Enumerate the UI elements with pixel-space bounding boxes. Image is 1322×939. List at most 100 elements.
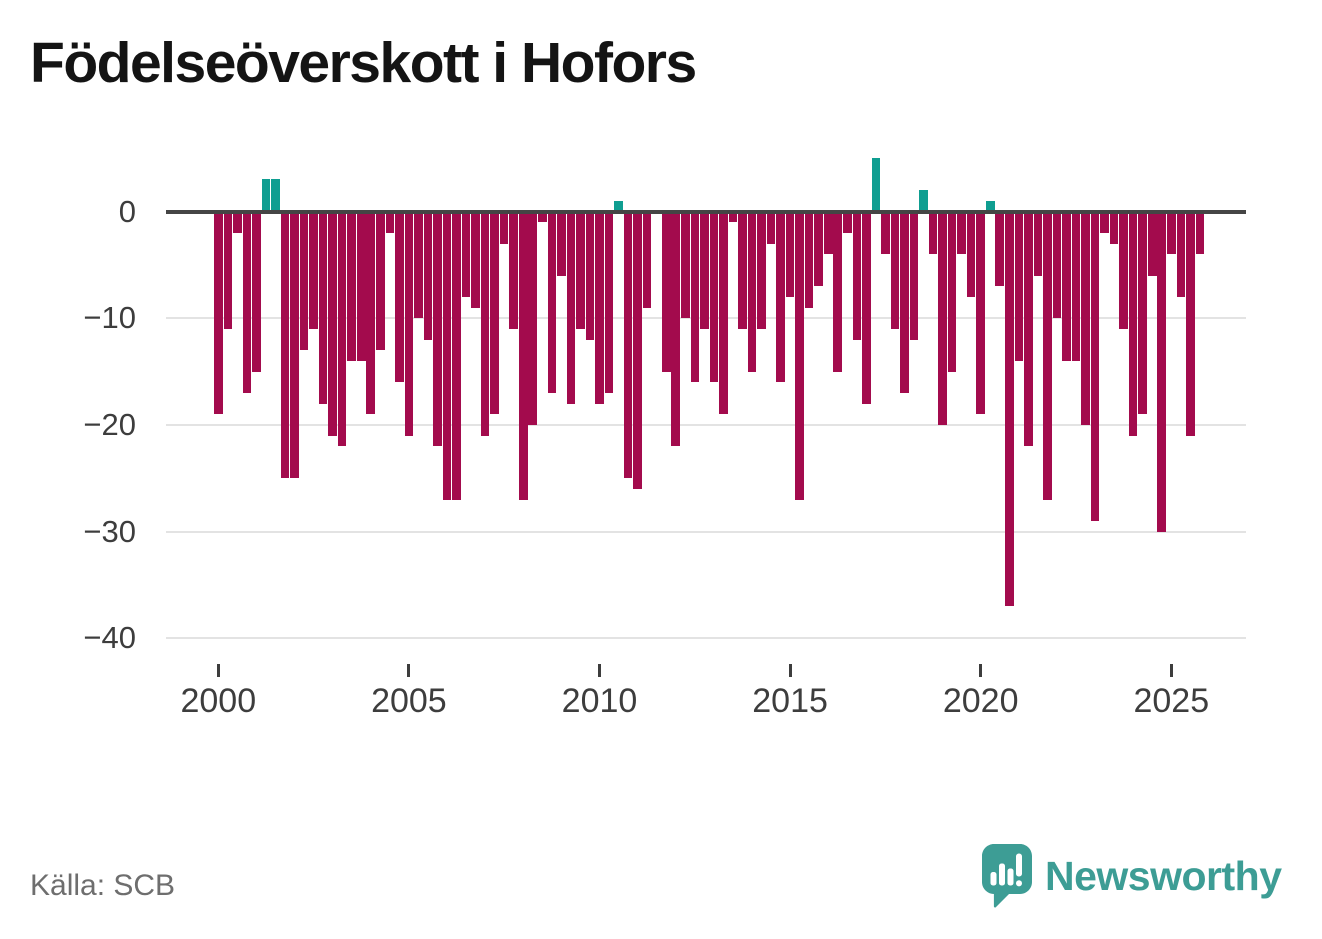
bar (1071, 211, 1081, 361)
bar (1138, 211, 1147, 415)
bar (957, 211, 966, 255)
bar (252, 211, 261, 372)
bar (785, 211, 795, 297)
bar (318, 211, 328, 404)
x-axis-tick (216, 664, 220, 677)
bar (995, 211, 1005, 287)
bar (680, 211, 690, 319)
bar (766, 211, 776, 244)
bar (223, 211, 233, 329)
bar (1081, 211, 1090, 425)
bar (290, 211, 299, 479)
y-axis-label: −40 (83, 620, 136, 656)
bar (719, 211, 728, 415)
bar (700, 211, 709, 329)
source-note: Källa: SCB (30, 869, 176, 902)
bar (738, 211, 747, 329)
bar (566, 211, 576, 404)
bar (747, 211, 757, 372)
bar (1090, 211, 1100, 521)
x-axis-tick (788, 664, 792, 677)
chart-title: Födelseöverskott i Hofors (30, 31, 697, 95)
bar (1062, 211, 1071, 361)
bar (928, 211, 938, 255)
bar (890, 211, 900, 329)
bar (823, 211, 833, 255)
bar (709, 211, 719, 383)
bar (1024, 211, 1033, 447)
gridline (166, 637, 1246, 640)
bar (1014, 211, 1024, 361)
bar (356, 211, 366, 361)
x-axis-tick (979, 664, 983, 677)
bar (833, 211, 843, 372)
bar (452, 211, 461, 500)
y-axis-label: −30 (83, 513, 136, 549)
bar (1186, 211, 1195, 436)
bar (557, 211, 566, 276)
bar (490, 211, 499, 415)
bar (1195, 211, 1205, 255)
bar (1167, 211, 1176, 255)
bar (471, 211, 480, 308)
bar (985, 200, 995, 212)
bar (919, 190, 928, 212)
bar (881, 211, 890, 255)
bar (347, 211, 356, 361)
bar (633, 211, 642, 489)
bar (976, 211, 985, 415)
bar (433, 211, 442, 447)
bar (214, 211, 223, 415)
bar (376, 211, 385, 351)
bar (261, 179, 271, 212)
bar (1157, 211, 1167, 532)
x-axis-label: 2005 (371, 682, 447, 720)
newsworthy-wordmark: Newsworthy (1045, 853, 1282, 899)
bar (1176, 211, 1186, 297)
bar (776, 211, 785, 383)
bar (1052, 211, 1062, 319)
bar (1033, 211, 1043, 276)
bar (690, 211, 700, 383)
bar (404, 211, 414, 436)
bar (871, 158, 881, 212)
bar (900, 211, 909, 393)
gridline (166, 530, 1246, 533)
x-axis-label: 2010 (561, 682, 638, 720)
bar (423, 211, 433, 340)
newsworthy-logo-icon (982, 844, 1032, 908)
bar (461, 211, 471, 297)
x-axis-tick (598, 664, 601, 677)
bar (1128, 211, 1138, 436)
bar (585, 211, 595, 340)
bar (1119, 211, 1128, 329)
bar (595, 211, 604, 404)
bar (233, 211, 242, 233)
x-axis-tick (1169, 664, 1173, 677)
bar (671, 211, 681, 447)
bar (299, 211, 309, 351)
x-axis-label: 2025 (1133, 682, 1210, 720)
bar (509, 211, 519, 329)
y-axis-label: 0 (118, 193, 136, 229)
bar (385, 211, 395, 233)
x-axis-label: 2000 (180, 682, 257, 720)
bar (1004, 211, 1014, 607)
bar (395, 211, 404, 383)
bar (728, 211, 738, 223)
gridline (166, 423, 1246, 426)
bar (795, 211, 804, 500)
bar (480, 211, 490, 436)
bar (938, 211, 947, 425)
bar (814, 211, 823, 287)
bar (623, 211, 633, 479)
zero-axis-line (166, 209, 1246, 214)
bar (271, 179, 280, 212)
bar (1100, 211, 1109, 233)
bar (604, 211, 614, 393)
bar (614, 200, 623, 212)
bar (414, 211, 423, 319)
newsworthy-brand: Newsworthy (982, 844, 1282, 908)
